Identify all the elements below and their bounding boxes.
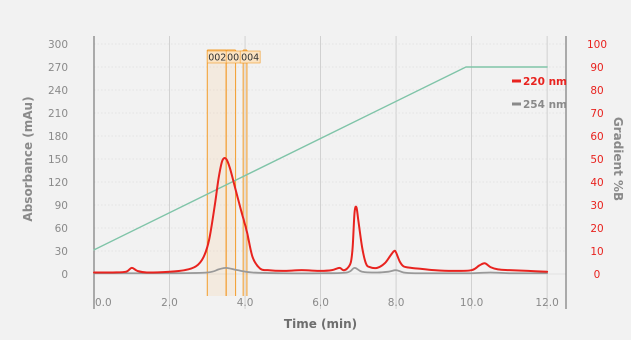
y-left-tick-label: 210 <box>48 108 68 120</box>
series-line-220-nm <box>93 157 549 274</box>
y-right-tick-label: 70 <box>590 108 603 120</box>
y-left-tick-label: 90 <box>55 200 68 212</box>
fraction-band <box>207 50 227 296</box>
x-tick-label: 10.0 <box>460 297 483 309</box>
y-right-tick-label: 50 <box>590 154 603 166</box>
y-right-tick-label: 40 <box>590 177 603 189</box>
y-right-axis-title: Gradient %B <box>611 117 625 201</box>
legend-label-220nm: 220 nm <box>523 76 567 88</box>
y-left-tick-label: 150 <box>48 154 68 166</box>
y-left-tick-label: 60 <box>55 223 68 235</box>
x-tick-label: 8.0 <box>388 297 405 309</box>
y-left-axis-title: Absorbance (mAu) <box>21 96 35 221</box>
y-left-tick-label: 30 <box>55 246 68 258</box>
series-line-254-nm <box>93 266 549 275</box>
y-right-tick-label: 0 <box>594 269 601 281</box>
fraction-label: 003 <box>227 53 245 64</box>
y-left-tick-label: 0 <box>61 269 68 281</box>
y-left-tick-label: 240 <box>48 85 68 97</box>
x-tick-label: 12.0 <box>535 297 558 309</box>
y-right-tick-label: 90 <box>590 62 603 74</box>
legend-label-254nm: 254 nm <box>523 99 567 111</box>
x-tick-label: 4.0 <box>237 297 254 309</box>
y-left-tick-label: 300 <box>48 39 68 51</box>
y-left-tick-label: 120 <box>48 177 68 189</box>
fraction-band <box>243 50 247 296</box>
x-tick-label: 2.0 <box>161 297 178 309</box>
y-right-tick-label: 30 <box>590 200 603 212</box>
fraction-label: 002 <box>208 53 226 64</box>
y-right-tick-label: 60 <box>590 131 603 143</box>
y-right-tick-label: 100 <box>587 39 607 51</box>
y-left-tick-label: 270 <box>48 62 68 74</box>
y-right-tick-label: 10 <box>590 246 603 258</box>
y-right-tick-label: 20 <box>590 223 603 235</box>
y-right-tick-label: 80 <box>590 85 603 97</box>
fraction-label-box <box>239 50 261 64</box>
y-left-tick-label: 180 <box>48 131 68 143</box>
fraction-label: 004 <box>241 53 259 64</box>
x-tick-label: 6.0 <box>312 297 329 309</box>
x-tick-label: 0.0 <box>95 297 112 309</box>
x-axis-title: Time (min) <box>284 317 357 331</box>
